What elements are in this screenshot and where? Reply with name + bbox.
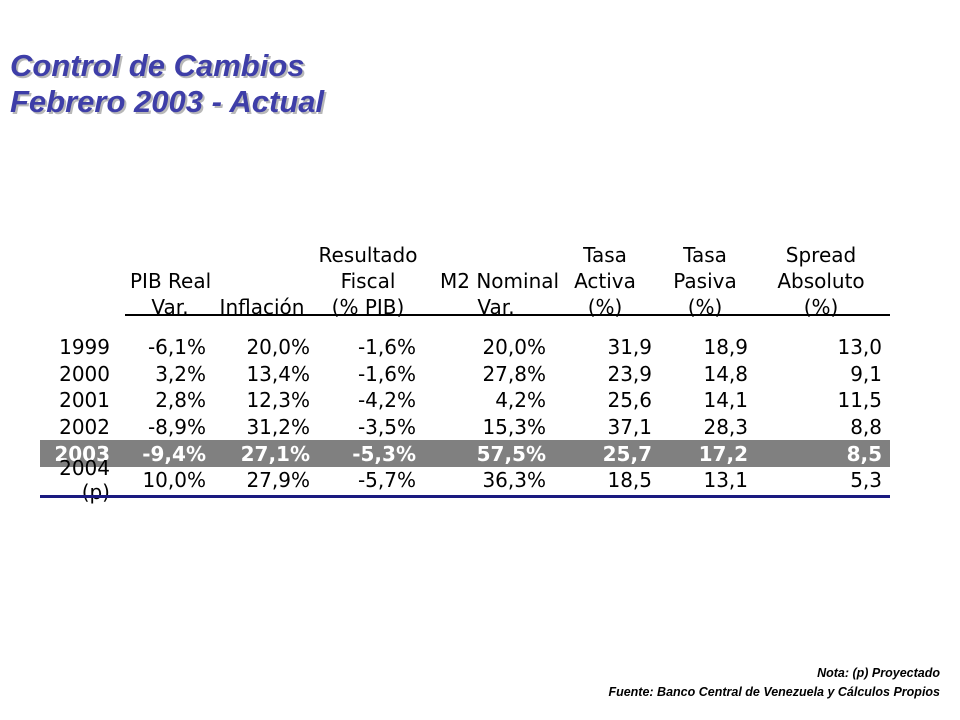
cell-tasa-pasiva: 18,9 [703, 335, 748, 360]
cell-year: 2002 [59, 415, 110, 440]
cell-year: 2000 [59, 361, 110, 386]
cell-m2-nominal: 4,2% [495, 388, 546, 413]
source-note: Fuente: Banco Central de Venezuela y Cál… [608, 685, 940, 699]
cell-resultado-fiscal: -4,2% [357, 388, 416, 413]
cell-tasa-activa: 31,9 [607, 335, 652, 360]
data-table: PIB Real Var. Inflación Resultado Fiscal… [40, 232, 890, 504]
table-row: 1999 -6,1% 20,0% -1,6% 20,0% 31,9 18,9 1… [40, 334, 890, 361]
cell-inflacion: 27,9% [246, 468, 310, 493]
header-m2-nominal: M2 Nominal Var. [440, 269, 560, 319]
cell-resultado-fiscal: -5,3% [352, 441, 416, 466]
cell-tasa-pasiva: 13,1 [703, 468, 748, 493]
cell-m2-nominal: 36,3% [482, 468, 546, 493]
cell-pib-real: 2,8% [155, 388, 206, 413]
header-pib-real: PIB Real Var. [130, 269, 212, 319]
cell-inflacion: 13,4% [246, 361, 310, 386]
table-row: 2004 (p) 10,0% 27,9% -5,7% 36,3% 18,5 13… [40, 456, 890, 504]
title-line-2: Febrero 2003 - Actual [10, 84, 325, 119]
table-row-highlighted: 2003 -9,4% 27,1% -5,3% 57,5% 25,7 17,2 8… [40, 440, 890, 467]
cell-spread: 8,5 [846, 441, 882, 466]
cell-m2-nominal: 20,0% [482, 335, 546, 360]
table-header: PIB Real Var. Inflación Resultado Fiscal… [40, 232, 890, 320]
cell-resultado-fiscal: -3,5% [357, 415, 416, 440]
cell-pib-real: -6,1% [147, 335, 206, 360]
cell-spread: 8,8 [850, 415, 882, 440]
cell-year: 2004 (p) [59, 456, 110, 505]
cell-inflacion: 31,2% [246, 415, 310, 440]
cell-pib-real: -8,9% [147, 415, 206, 440]
cell-m2-nominal: 15,3% [482, 415, 546, 440]
cell-inflacion: 12,3% [246, 388, 310, 413]
cell-spread: 9,1 [850, 361, 882, 386]
cell-year: 1999 [59, 335, 110, 360]
cell-tasa-pasiva: 14,1 [703, 388, 748, 413]
page-title: Control de Cambios Febrero 2003 - Actual [10, 48, 324, 120]
cell-tasa-pasiva: 17,2 [698, 441, 748, 466]
header-year [40, 242, 110, 320]
header-tasa-pasiva: Tasa Pasiva (%) [673, 243, 737, 319]
table-row: 2000 3,2% 13,4% -1,6% 27,8% 23,9 14,8 9,… [40, 361, 890, 388]
cell-tasa-activa: 18,5 [607, 468, 652, 493]
cell-resultado-fiscal: -1,6% [357, 335, 416, 360]
header-rule [125, 314, 890, 316]
cell-m2-nominal: 57,5% [476, 441, 546, 466]
cell-tasa-pasiva: 28,3 [703, 415, 748, 440]
cell-resultado-fiscal: -5,7% [357, 468, 416, 493]
cell-pib-real: 3,2% [155, 361, 206, 386]
cell-tasa-activa: 37,1 [607, 415, 652, 440]
cell-resultado-fiscal: -1,6% [357, 361, 416, 386]
header-spread-absoluto: Spread Absoluto (%) [777, 243, 865, 319]
header-inflacion: Inflación [219, 295, 305, 319]
cell-inflacion: 27,1% [240, 441, 310, 466]
cell-spread: 11,5 [837, 388, 882, 413]
cell-tasa-activa: 23,9 [607, 361, 652, 386]
cell-tasa-pasiva: 14,8 [703, 361, 748, 386]
table-row: 2001 2,8% 12,3% -4,2% 4,2% 25,6 14,1 11,… [40, 387, 890, 414]
cell-m2-nominal: 27,8% [482, 361, 546, 386]
cell-inflacion: 20,0% [246, 335, 310, 360]
cell-tasa-activa: 25,7 [602, 441, 652, 466]
cell-year: 2001 [59, 388, 110, 413]
cell-pib-real: -9,4% [142, 441, 206, 466]
header-tasa-activa: Tasa Activa (%) [574, 243, 636, 319]
cell-tasa-activa: 25,6 [607, 388, 652, 413]
cell-spread: 5,3 [850, 468, 882, 493]
header-resultado-fiscal: Resultado Fiscal (% PIB) [318, 243, 418, 319]
cell-year: 2003 [54, 441, 110, 466]
table-row: 2002 -8,9% 31,2% -3,5% 15,3% 37,1 28,3 8… [40, 414, 890, 441]
table-bottom-rule [40, 495, 890, 498]
footnotes: Nota: (p) Proyectado Fuente: Banco Centr… [608, 664, 940, 702]
projection-note: Nota: (p) Proyectado [817, 666, 940, 680]
cell-pib-real: 10,0% [142, 468, 206, 493]
table-body: 1999 -6,1% 20,0% -1,6% 20,0% 31,9 18,9 1… [40, 334, 890, 504]
title-line-1: Control de Cambios [10, 48, 305, 83]
cell-spread: 13,0 [837, 335, 882, 360]
